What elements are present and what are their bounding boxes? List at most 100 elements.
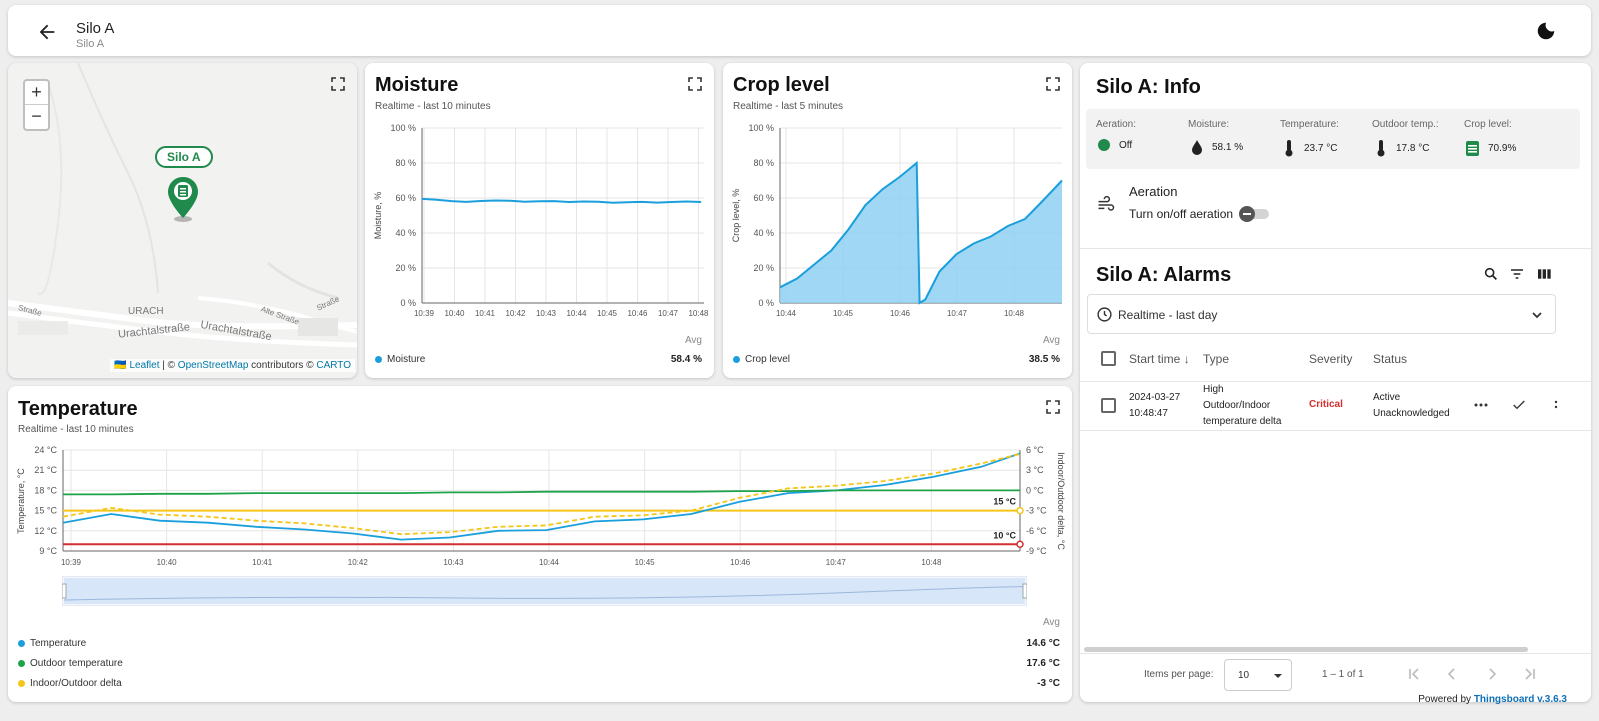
y-right-tick-label: -9 °C (1026, 546, 1047, 556)
legend-item[interactable]: Crop level (733, 354, 790, 365)
time-range-slider[interactable] (62, 576, 1027, 606)
y-axis-title: Moisture, % (373, 192, 383, 240)
legend-avg-value: 17.6 °C (1026, 658, 1060, 669)
clock-icon (1097, 307, 1112, 322)
moisture-widget: Moisture Realtime - last 10 minutes 0 % 2… (365, 63, 714, 378)
fullscreen-icon[interactable] (688, 77, 702, 91)
crop-level-widget: Crop level Realtime - last 5 minutes 0 %… (723, 63, 1072, 378)
outdoor-temp-value: 17.8 °C (1396, 142, 1430, 154)
attribution-mid: contributors © (248, 360, 317, 371)
info-summary-box: Aeration: Off Moisture: 58.1 % Temperatu… (1086, 109, 1580, 169)
zoom-in-button[interactable]: + (25, 81, 48, 105)
timewindow-label: Realtime - last day (1118, 308, 1218, 322)
legend-item[interactable]: Outdoor temperature (18, 658, 123, 669)
horizontal-scrollbar[interactable] (1084, 647, 1528, 652)
x-tick-label: 10:43 (443, 558, 464, 567)
back-arrow-icon[interactable] (36, 21, 58, 43)
column-type[interactable]: Type (1203, 352, 1230, 366)
aeration-toggle-switch[interactable] (1239, 205, 1271, 223)
leaflet-link[interactable]: Leaflet (129, 360, 160, 371)
y-tick-label: 100 % (748, 123, 774, 133)
dark-mode-moon-icon[interactable] (1535, 20, 1557, 42)
fullscreen-icon[interactable] (1046, 400, 1060, 414)
series-line (779, 160, 1063, 305)
row-type-line: temperature delta (1203, 416, 1282, 427)
previous-page-icon[interactable] (1445, 667, 1459, 681)
info-value-temperature: 23.7 °C (1284, 139, 1337, 157)
y-tick-label: 80 % (395, 158, 416, 168)
legend-avg-value: 38.5 % (1028, 354, 1060, 365)
column-severity[interactable]: Severity (1309, 352, 1353, 366)
dropdown-arrow-icon (1274, 674, 1282, 678)
y-right-tick-label: -6 °C (1026, 526, 1047, 536)
first-page-icon[interactable] (1407, 667, 1421, 681)
y-right-tick-label: 6 °C (1026, 445, 1044, 455)
y-right-axis-title: Indoor/Outdoor delta, °C (1056, 452, 1066, 550)
legend-item[interactable]: Indoor/Outdoor delta (18, 678, 122, 689)
acknowledge-check-icon[interactable] (1511, 397, 1527, 413)
filter-icon[interactable] (1509, 266, 1525, 282)
legend-item[interactable]: Temperature (18, 638, 86, 649)
legend-dot (375, 356, 382, 363)
series-area (780, 163, 1062, 303)
legend-avg-value: 14.6 °C (1026, 638, 1060, 649)
search-icon[interactable] (1483, 266, 1499, 282)
fullscreen-icon[interactable] (1046, 77, 1060, 91)
x-tick-label: 10:45 (597, 309, 618, 318)
column-start-time[interactable]: Start time ↓ (1129, 352, 1190, 366)
y-tick-label: 60 % (395, 193, 416, 203)
x-tick-label: 10:44 (776, 309, 797, 318)
y-axis-title: Crop level, % (731, 189, 741, 243)
y-tick-label: 20 % (395, 263, 416, 273)
info-label-outdoor: Outdoor temp.: (1372, 119, 1439, 130)
widget-subtitle: Realtime - last 10 minutes (375, 101, 491, 112)
row-type: High Outdoor/Indoor temperature delta (1203, 382, 1281, 430)
row-type-line: Outdoor/Indoor (1203, 400, 1271, 411)
y-tick-label: 15 °C (34, 506, 57, 516)
timewindow-selector[interactable]: Realtime - last day (1087, 294, 1556, 334)
page-title: Silo A (76, 20, 115, 37)
chevron-down-icon (1532, 312, 1542, 319)
map-attribution: 🇺🇦 Leaflet | © OpenStreetMap contributor… (110, 359, 355, 372)
items-per-page-label: Items per page: (1144, 669, 1214, 680)
x-tick-label: 10:48 (688, 309, 709, 318)
select-all-checkbox[interactable] (1101, 351, 1116, 366)
y-tick-label: 9 °C (39, 546, 57, 556)
x-tick-label: 10:46 (890, 309, 911, 318)
map-widget[interactable]: URACH Urachtalstraße Urachtalstraße Alte… (8, 63, 357, 378)
column-status[interactable]: Status (1373, 352, 1408, 366)
row-time: 10:48:47 (1129, 408, 1168, 419)
map-marker-icon[interactable] (166, 175, 200, 223)
map-tiles[interactable] (8, 63, 357, 378)
marker-label[interactable]: Silo A (155, 146, 213, 168)
legend-item[interactable]: Moisture (375, 354, 425, 365)
divider (1080, 248, 1591, 249)
columns-icon[interactable] (1536, 266, 1552, 282)
x-tick-label: 10:42 (505, 309, 526, 318)
threshold-marker (1016, 506, 1024, 515)
slider-handle-right[interactable] (1022, 583, 1027, 599)
info-label-aeration: Aeration: (1096, 119, 1137, 130)
last-page-icon[interactable] (1523, 667, 1537, 681)
slider-handle-left[interactable] (62, 583, 67, 599)
items-per-page-select[interactable]: 10 (1224, 659, 1292, 691)
row-checkbox[interactable] (1101, 398, 1116, 413)
osm-link[interactable]: OpenStreetMap (177, 360, 249, 371)
x-tick-label: 10:39 (61, 558, 82, 567)
info-label-moisture: Moisture: (1188, 119, 1230, 130)
table-row[interactable]: 2024-03-27 10:48:47 High Outdoor/Indoor tem… (1080, 382, 1591, 430)
widget-title: Moisture (375, 74, 459, 96)
thingsboard-link[interactable]: Thingsboard v.3.6.3 (1473, 694, 1567, 705)
clear-alarm-icon[interactable] (1553, 400, 1559, 412)
next-page-icon[interactable] (1485, 667, 1499, 681)
avg-header: Avg (1042, 617, 1060, 628)
pagination-range: 1 – 1 of 1 (1322, 669, 1364, 680)
thermometer-icon (1285, 140, 1293, 157)
fullscreen-icon[interactable] (331, 77, 345, 91)
carto-link[interactable]: CARTO (316, 360, 351, 371)
page-subtitle: Silo A (76, 38, 105, 50)
info-value-aeration: Off (1098, 139, 1132, 151)
zoom-out-button[interactable]: − (31, 106, 42, 126)
series-line (62, 452, 1021, 541)
more-options-icon[interactable] (1473, 400, 1489, 410)
